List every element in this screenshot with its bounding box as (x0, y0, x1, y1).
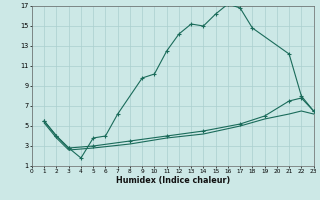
X-axis label: Humidex (Indice chaleur): Humidex (Indice chaleur) (116, 176, 230, 185)
